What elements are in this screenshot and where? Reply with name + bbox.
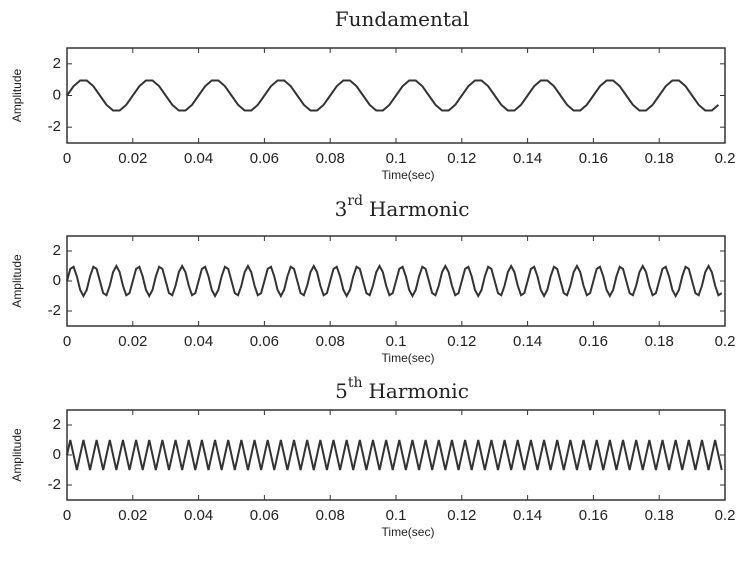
y-axis-label: Amplitude xyxy=(10,428,24,482)
x-tick-label: 0.04 xyxy=(184,507,213,524)
y-axis-label: Amplitude xyxy=(10,69,24,123)
x-tick-label: 0.16 xyxy=(579,150,608,167)
x-tick-label: 0.08 xyxy=(316,150,345,167)
y-tick-label: 2 xyxy=(53,416,61,433)
x-tick-label: 0.02 xyxy=(118,150,147,167)
title-superscript: rd xyxy=(347,193,363,209)
x-axis-label: Time(sec) xyxy=(382,168,435,182)
title-superscript: th xyxy=(348,375,363,391)
x-tick-label: 0.1 xyxy=(386,507,407,524)
x-tick-label: 0.12 xyxy=(447,150,476,167)
x-tick-label: 0.14 xyxy=(513,333,542,350)
signal-line xyxy=(66,439,723,471)
y-tick-label: 0 xyxy=(53,446,61,463)
x-tick-label: 0 xyxy=(63,150,71,167)
chart-title: 5th Harmonic xyxy=(335,375,469,403)
x-tick-label: 0 xyxy=(63,333,71,350)
x-tick-label: 0.06 xyxy=(250,507,279,524)
x-tick-label: 0.16 xyxy=(579,333,608,350)
x-tick-label: 0.2 xyxy=(715,507,736,524)
y-tick-label: 0 xyxy=(53,272,61,289)
y-axis-label: Amplitude xyxy=(10,254,24,308)
x-axis-label: Time(sec) xyxy=(382,351,435,365)
x-tick-label: 0.18 xyxy=(645,507,674,524)
x-tick-label: 0.2 xyxy=(715,333,736,350)
x-tick-label: 0.08 xyxy=(316,333,345,350)
x-tick-label: 0.1 xyxy=(386,150,407,167)
x-tick-label: 0.12 xyxy=(447,507,476,524)
y-tick-label: -2 xyxy=(48,118,61,135)
x-tick-label: 0.14 xyxy=(513,507,542,524)
x-tick-label: 0.02 xyxy=(118,333,147,350)
y-tick-label: 2 xyxy=(53,242,61,259)
chart-title: 3rd Harmonic xyxy=(335,193,470,221)
x-tick-label: 0.04 xyxy=(184,150,213,167)
x-tick-label: 0.18 xyxy=(645,333,674,350)
title-text: Harmonic xyxy=(369,197,469,221)
title-text: 3 xyxy=(335,197,348,221)
signal-line xyxy=(66,79,720,112)
title-text: Fundamental xyxy=(335,7,469,31)
y-tick-label: 2 xyxy=(53,55,61,72)
x-tick-label: 0.12 xyxy=(447,333,476,350)
y-tick-label: -2 xyxy=(48,476,61,493)
x-tick-label: 0.06 xyxy=(250,333,279,350)
y-tick-label: -2 xyxy=(48,302,61,319)
x-tick-label: 0.02 xyxy=(118,507,147,524)
x-tick-label: 0.1 xyxy=(386,333,407,350)
x-tick-label: 0 xyxy=(63,507,71,524)
x-tick-label: 0.2 xyxy=(715,150,736,167)
x-axis-label: Time(sec) xyxy=(382,525,435,539)
chart-title: Fundamental xyxy=(335,7,469,31)
x-tick-label: 0.04 xyxy=(184,333,213,350)
x-tick-label: 0.14 xyxy=(513,150,542,167)
x-tick-label: 0.08 xyxy=(316,507,345,524)
title-text: 5 xyxy=(335,379,348,403)
signal-line xyxy=(66,263,723,299)
x-tick-label: 0.16 xyxy=(579,507,608,524)
y-tick-label: 0 xyxy=(53,86,61,103)
x-tick-label: 0.18 xyxy=(645,150,674,167)
x-tick-label: 0.06 xyxy=(250,150,279,167)
title-text: Harmonic xyxy=(368,379,468,403)
